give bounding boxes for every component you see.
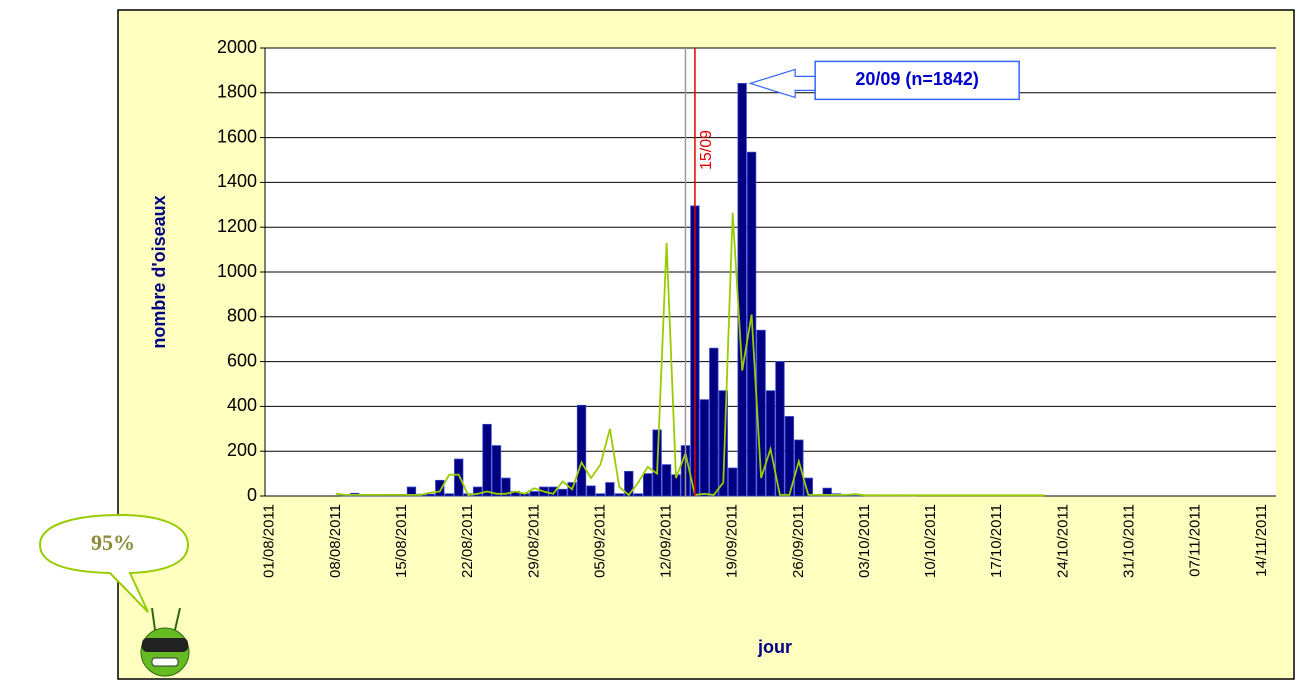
bar — [699, 399, 710, 497]
bar — [661, 464, 672, 497]
x-tick-label: 01/08/2011 — [261, 504, 278, 578]
bar — [425, 493, 436, 497]
bar — [794, 439, 804, 497]
bar — [850, 494, 861, 497]
mascot-glasses — [142, 638, 188, 652]
mascot-mouth — [151, 657, 179, 667]
bar — [784, 416, 795, 497]
x-tick-label: 14/11/2011 — [1253, 504, 1270, 577]
x-tick-label: 07/11/2011 — [1187, 504, 1204, 577]
mascot-antenna — [151, 607, 156, 631]
badge: 95% — [38, 513, 190, 677]
y-tick-label: 1400 — [217, 171, 257, 191]
bar — [444, 493, 454, 497]
bar — [482, 423, 492, 497]
bar — [718, 390, 728, 497]
bar — [576, 404, 587, 497]
bar — [803, 477, 813, 497]
x-tick-label: 05/09/2011 — [591, 504, 608, 578]
bar — [454, 458, 464, 497]
bar — [614, 493, 624, 497]
y-tick-label: 2000 — [217, 37, 257, 57]
x-tick-label: 12/09/2011 — [658, 504, 675, 578]
y-tick-label: 1600 — [217, 126, 257, 146]
bar — [633, 493, 643, 497]
reference-label: 15/09 — [698, 130, 715, 170]
speech-bubble — [38, 513, 190, 613]
x-axis-title: jour — [757, 637, 792, 657]
y-tick-label: 1800 — [217, 82, 257, 102]
mascot-antenna — [174, 607, 181, 631]
x-tick-label: 08/08/2011 — [327, 504, 344, 578]
x-tick-label: 31/10/2011 — [1121, 504, 1138, 578]
bar — [775, 361, 785, 497]
y-tick-label: 800 — [227, 306, 257, 326]
x-tick-label: 10/10/2011 — [922, 504, 939, 578]
y-tick-label: 0 — [247, 485, 257, 505]
bar — [491, 445, 502, 497]
bar — [557, 488, 568, 497]
x-tick-label: 29/08/2011 — [525, 504, 542, 578]
y-tick-label: 1200 — [217, 216, 257, 236]
bar — [435, 479, 445, 497]
x-tick-label: 17/10/2011 — [988, 504, 1005, 578]
line-series — [335, 212, 1045, 497]
badge-text: 95% — [91, 530, 135, 555]
callout-text: 20/09 (n=1842) — [855, 69, 979, 89]
bar — [529, 491, 539, 497]
x-tick-label: 19/09/2011 — [724, 504, 741, 578]
bar — [605, 482, 615, 497]
y-tick-label: 600 — [227, 350, 257, 370]
y-axis-title: nombre d'oiseaux — [149, 195, 169, 348]
y-tick-label: 1000 — [217, 261, 257, 281]
bar — [501, 477, 511, 497]
y-tick-label: 200 — [227, 440, 257, 460]
bar — [595, 493, 606, 497]
bar — [709, 347, 719, 497]
bar — [822, 487, 832, 497]
bar — [406, 486, 417, 497]
x-tick-label: 24/10/2011 — [1054, 504, 1071, 578]
bar — [643, 473, 653, 497]
bar — [472, 486, 483, 497]
callout-box — [814, 60, 1020, 101]
x-tick-label: 15/08/2011 — [393, 504, 410, 578]
y-tick-label: 400 — [227, 395, 257, 415]
bar — [737, 82, 747, 497]
bar — [765, 390, 776, 497]
x-tick-label: 22/08/2011 — [459, 504, 476, 578]
bar — [728, 467, 738, 497]
x-tick-label: 26/09/2011 — [790, 504, 807, 578]
bar — [586, 485, 596, 497]
x-tick-label: 03/10/2011 — [856, 504, 873, 578]
bar — [548, 486, 558, 497]
